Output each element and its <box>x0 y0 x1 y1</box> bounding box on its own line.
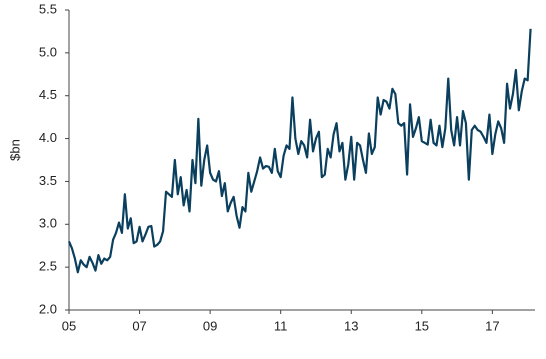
y-tick-label: 5.5 <box>39 1 57 16</box>
y-tick-label: 2.5 <box>39 259 57 274</box>
y-tick-label: 3.0 <box>39 216 57 231</box>
x-tick-label: 13 <box>344 318 358 333</box>
y-tick-label: 3.5 <box>39 173 57 188</box>
x-tick-label: 07 <box>132 318 146 333</box>
y-tick-label: 5.0 <box>39 44 57 59</box>
y-tick-label: 4.0 <box>39 130 57 145</box>
line <box>67 28 532 274</box>
y-tick-label: 2.0 <box>39 301 57 316</box>
x-tick-label: 17 <box>485 318 499 333</box>
x-tick-label: 15 <box>415 318 429 333</box>
y-tick-label: 4.5 <box>39 87 57 102</box>
x-tick-label: 05 <box>62 318 76 333</box>
x-tick-label: 11 <box>274 318 288 333</box>
x-tick-label: 09 <box>203 318 217 333</box>
y-axis-label: $bn <box>7 139 22 161</box>
